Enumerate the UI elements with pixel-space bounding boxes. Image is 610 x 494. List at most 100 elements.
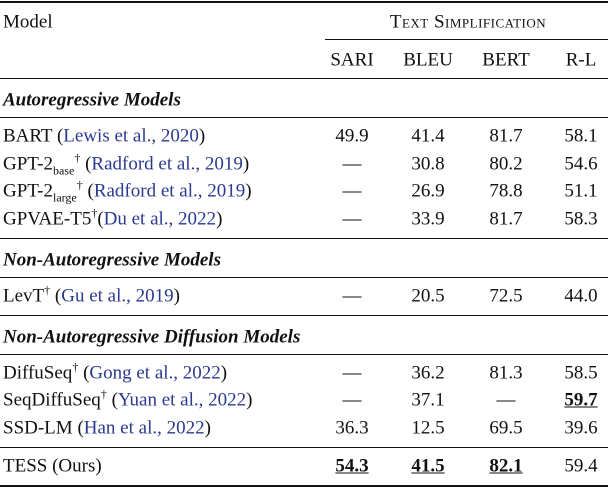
score: 72.5 [489, 285, 523, 306]
model-subscript: base [52, 162, 75, 177]
dagger: † [74, 150, 81, 165]
model-subscript: large [52, 190, 77, 205]
paren: ) [204, 417, 211, 438]
model-header: Model [3, 11, 53, 33]
score: 58.3 [564, 208, 598, 229]
paren: ) [246, 389, 253, 411]
citation: Han et al., 2022 [83, 417, 205, 438]
section-title: Non-Autoregressive Diffusion Models [3, 326, 301, 347]
citation: Gong et al., 2022 [89, 362, 221, 383]
group-rule [325, 39, 608, 40]
paren: ) [242, 153, 250, 174]
score: 58.1 [564, 125, 598, 147]
score: 59.4 [564, 455, 598, 476]
model: BART [3, 125, 53, 147]
model: DiffuSeq [3, 362, 73, 383]
paren: ( [82, 180, 94, 202]
score: 37.1 [411, 389, 445, 411]
column-header: R-L [565, 49, 597, 71]
dagger: † [76, 178, 83, 193]
score: 49.9 [335, 125, 369, 147]
model: GPT-2 [3, 180, 53, 202]
model: LevT [3, 285, 45, 306]
citation: Yuan et al., 2022 [117, 389, 247, 411]
paren: ) [220, 362, 228, 383]
model-name: GPT-2base† (Radford et al., 2019) [3, 150, 250, 176]
score: — [342, 362, 362, 383]
header-rule [0, 78, 608, 79]
paren: ( [78, 362, 90, 383]
score: 81.7 [489, 125, 523, 147]
column-header: BERT [482, 49, 530, 71]
section-title-rule [0, 276, 608, 278]
bottom-rule [0, 484, 608, 487]
score: 69.5 [489, 417, 523, 438]
section-rule [0, 237, 608, 239]
score: 81.3 [489, 362, 523, 383]
score: 78.8 [489, 180, 523, 202]
score: 80.2 [489, 153, 523, 174]
model-name: TESS (Ours) [3, 456, 102, 475]
score: 81.7 [489, 208, 523, 229]
model: SeqDiffuSeq [3, 389, 101, 411]
paren: ( [80, 153, 92, 174]
section-title-rule [0, 117, 608, 118]
score: — [342, 153, 362, 174]
score: — [342, 180, 362, 202]
score: 26.9 [411, 180, 445, 202]
score: 36.2 [411, 362, 445, 383]
column-header: SARI [330, 49, 374, 71]
score: — [342, 285, 362, 306]
model-name: SSD-LM (Han et al., 2022) [3, 418, 211, 437]
paren: ) [245, 180, 252, 202]
score: 51.1 [564, 180, 598, 202]
dagger: † [100, 387, 107, 402]
model-name: DiffuSeq† (Gong et al., 2022) [3, 359, 228, 383]
citation: Radford et al., 2019 [93, 180, 246, 202]
section-rule [0, 314, 608, 316]
top-rule [0, 1, 608, 3]
column-header: BLEU [403, 49, 453, 71]
score: 44.0 [564, 285, 598, 306]
score: — [496, 389, 516, 411]
paren: ) [198, 125, 206, 147]
paren: ) [173, 285, 180, 306]
paren: ( [50, 285, 62, 306]
dagger: † [44, 282, 51, 297]
model-name: BART (Lewis et al., 2020) [3, 127, 205, 146]
model-name: SeqDiffuSeq† (Yuan et al., 2022) [3, 388, 253, 411]
section-title: Non-Autoregressive Models [3, 249, 221, 270]
model-name: GPT-2large† (Radford et al., 2019) [3, 179, 252, 205]
model: GPVAE-T5 [3, 208, 92, 229]
citation: Du et al., 2022 [103, 208, 217, 229]
model: GPT-2 [3, 153, 53, 174]
group-header: Text Simplification [389, 11, 547, 33]
citation: Radford et al., 2019 [91, 153, 243, 174]
score: 41.4 [411, 125, 445, 147]
score: 39.6 [564, 417, 598, 438]
score: 30.8 [411, 153, 445, 174]
model-name: LevT† (Gu et al., 2019) [3, 282, 180, 306]
score: 33.9 [411, 208, 445, 229]
citation: Lewis et al., 2020 [63, 125, 199, 147]
score: 41.5 [411, 455, 445, 476]
score: 36.3 [335, 417, 369, 438]
score: — [342, 208, 362, 229]
score: 20.5 [411, 285, 445, 306]
paren: ( [52, 125, 64, 147]
dagger: † [72, 359, 79, 374]
final-rule [0, 446, 608, 448]
score: 54.6 [564, 153, 598, 174]
paren: ) [216, 208, 223, 229]
paren: ( [106, 389, 118, 411]
score: 12.5 [411, 417, 445, 438]
model-name: GPVAE-T5†(Du et al., 2022) [3, 205, 223, 229]
score: — [342, 389, 362, 411]
paren: ( [97, 208, 104, 229]
model: TESS (Ours) [3, 455, 102, 476]
paren: ( [72, 417, 84, 438]
dagger: † [91, 205, 98, 220]
score: 59.7 [564, 389, 598, 411]
model: SSD-LM [3, 417, 73, 438]
